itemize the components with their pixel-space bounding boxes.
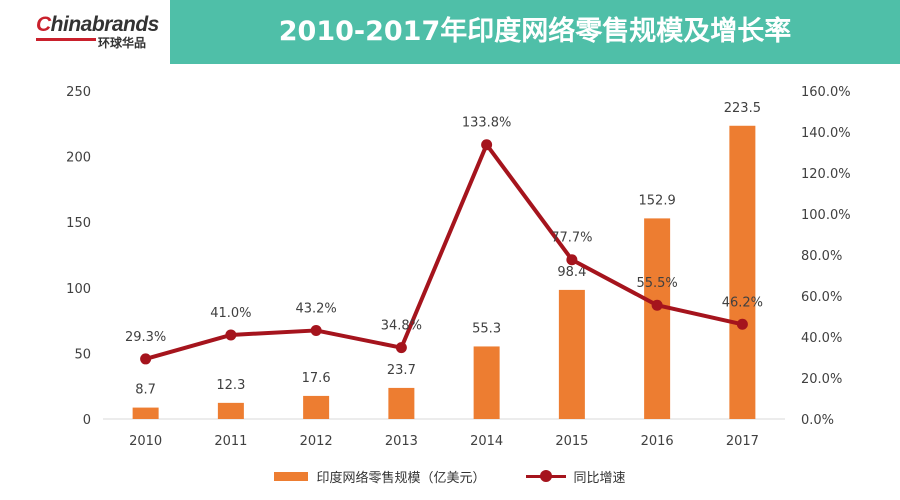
y-left-tick-label: 200: [66, 151, 91, 166]
line-data-label: 77.7%: [551, 231, 592, 246]
x-tick-label: 2010: [129, 434, 162, 449]
bar-data-label: 152.9: [639, 193, 676, 208]
growth-point: [140, 353, 152, 365]
y-right-tick-label: 160.0%: [801, 85, 851, 100]
legend-item-bar: 印度网络零售规模（亿美元）: [274, 467, 486, 486]
bar: [132, 407, 159, 419]
header-bar: Chinabrands 环球华品 2010-2017年印度网络零售规模及增长率: [0, 0, 900, 64]
growth-point: [310, 324, 322, 336]
x-tick-label: 2015: [555, 434, 588, 449]
x-tick-label: 2011: [214, 434, 247, 449]
y-right-tick-label: 100.0%: [801, 208, 851, 223]
bar-data-label: 8.7: [135, 383, 156, 398]
bar-data-label: 23.7: [387, 363, 416, 378]
legend-item-line: 同比增速: [525, 467, 626, 486]
legend-label-line: 同比增速: [573, 470, 626, 486]
x-tick-label: 2013: [385, 434, 418, 449]
growth-point: [736, 318, 748, 330]
x-tick-label: 2012: [300, 434, 333, 449]
growth-point: [395, 342, 407, 354]
y-left-tick-label: 0: [83, 413, 91, 428]
growth-line: [145, 142, 743, 361]
bar: [388, 387, 415, 419]
y-right-tick-label: 60.0%: [801, 290, 842, 305]
line-data-label: 55.5%: [636, 276, 677, 291]
bar-data-label: 17.6: [302, 371, 331, 386]
logo: Chinabrands 环球华品: [0, 0, 170, 64]
bar-data-label: 98.4: [557, 265, 586, 280]
y-right-tick-label: 140.0%: [801, 126, 851, 141]
x-tick-label: 2017: [726, 434, 759, 449]
line-data-label: 34.8%: [381, 319, 422, 334]
y-right-tick-label: 40.0%: [801, 331, 842, 346]
legend-swatch-line: [525, 470, 566, 482]
line-data-label: 41.0%: [210, 306, 251, 321]
y-left-tick-label: 100: [66, 282, 91, 297]
logo-wordmark: Chinabrands: [36, 13, 159, 36]
line-data-label: 29.3%: [125, 330, 166, 345]
growth-point: [566, 254, 578, 266]
x-tick-label: 2016: [641, 434, 674, 449]
y-left-tick-label: 150: [66, 216, 91, 231]
logo-subtitle: 环球华品: [98, 36, 147, 50]
bar-data-label: 12.3: [216, 378, 245, 393]
bar: [303, 395, 330, 419]
bar: [729, 125, 756, 419]
y-right-tick-label: 120.0%: [801, 167, 851, 182]
legend-swatch-bar: [274, 471, 309, 481]
growth-point: [225, 329, 237, 341]
bar-data-label: 223.5: [724, 101, 761, 116]
legend: 印度网络零售规模（亿美元） 同比增速: [0, 466, 900, 486]
line-data-label: 46.2%: [722, 295, 763, 310]
line-data-label: 43.2%: [295, 301, 336, 316]
growth-point: [651, 299, 663, 311]
legend-label-bar: 印度网络零售规模（亿美元）: [316, 470, 486, 486]
x-tick-label: 2014: [470, 434, 503, 449]
bar: [644, 218, 671, 419]
y-right-tick-label: 80.0%: [801, 249, 842, 264]
bar: [558, 289, 585, 419]
logo-underline: [36, 38, 96, 41]
bar: [217, 402, 244, 419]
growth-point: [481, 139, 493, 151]
y-right-tick-label: 0.0%: [801, 413, 834, 428]
bar-data-label: 55.3: [472, 321, 501, 336]
line-data-label: 133.8%: [462, 116, 512, 131]
y-right-tick-label: 20.0%: [801, 372, 842, 387]
y-left-tick-label: 50: [74, 347, 91, 362]
bar: [473, 346, 500, 419]
y-left-tick-label: 250: [66, 85, 91, 100]
chart-title: 2010-2017年印度网络零售规模及增长率: [278, 16, 792, 47]
